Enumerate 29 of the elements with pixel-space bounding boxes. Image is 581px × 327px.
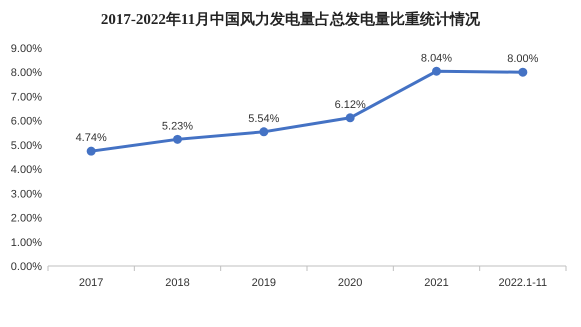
point — [173, 134, 182, 144]
data-label: 8.00% — [507, 53, 539, 66]
data-label: 4.74% — [76, 132, 107, 144]
x-tick-label: 2021 — [424, 277, 449, 289]
y-tick-label: 8.00% — [10, 67, 42, 80]
point — [259, 127, 268, 136]
y-tick-label: 4.00% — [10, 164, 42, 176]
data-label: 6.12% — [334, 98, 366, 111]
data-label: 5.54% — [248, 112, 280, 125]
x-tick-label: 2018 — [165, 277, 190, 289]
chart-title: 2017-2022年11月中国风力发电量占总发电量比重统计情况 — [100, 11, 482, 28]
x-tick-label: 2022.1-11 — [498, 277, 548, 289]
data-label: 8.04% — [420, 52, 452, 64]
y-tick-label: 3.00% — [10, 188, 42, 200]
point — [432, 66, 441, 76]
x-tick-label: 2019 — [252, 277, 276, 289]
x-tick-label: 2020 — [338, 277, 362, 289]
data-label: 5.23% — [162, 120, 194, 132]
y-tick-label: 9.00% — [10, 43, 42, 55]
y-tick-label: 1.00% — [10, 236, 42, 249]
point — [518, 68, 528, 77]
point — [86, 146, 96, 156]
point — [346, 113, 355, 122]
y-tick-label: 7.00% — [10, 91, 42, 104]
y-tick-label: 0.00% — [10, 261, 42, 273]
y-tick-label: 5.00% — [10, 140, 42, 152]
x-tick-label: 2017 — [78, 277, 104, 289]
y-tick-label: 2.00% — [10, 212, 42, 225]
y-tick-label: 6.00% — [10, 116, 42, 128]
